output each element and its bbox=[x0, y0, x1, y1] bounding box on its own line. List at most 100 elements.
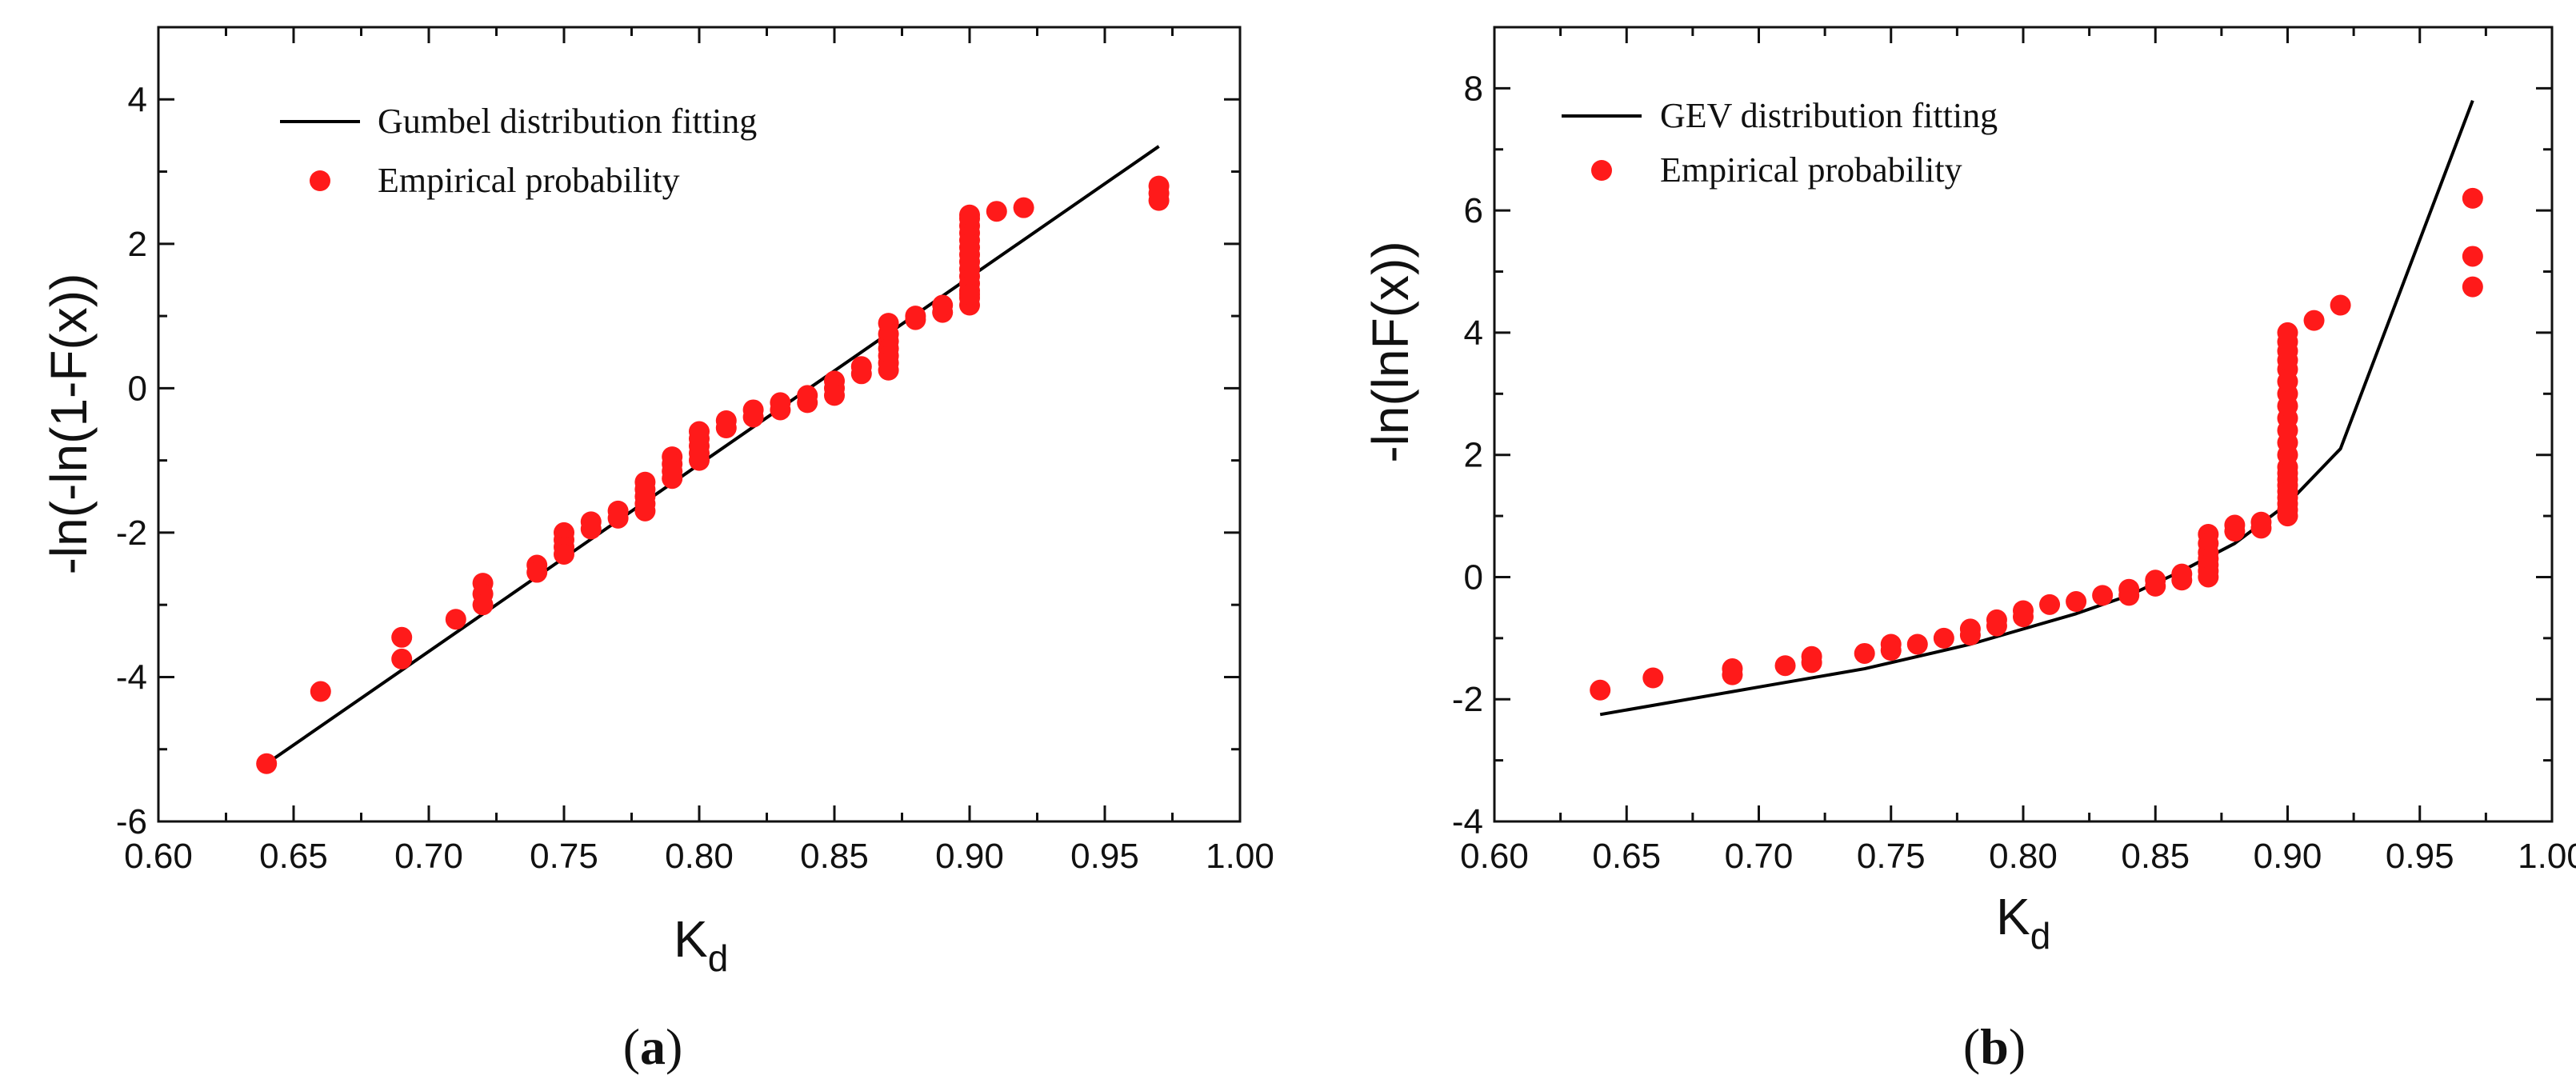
data-point bbox=[256, 753, 278, 774]
legend-point-swatch-b bbox=[1591, 160, 1612, 181]
x-tick-label: 0.70 bbox=[1725, 837, 1794, 876]
y-tick-label: 0 bbox=[1464, 557, 1483, 597]
data-point bbox=[662, 468, 683, 490]
fit-line-group-a bbox=[266, 145, 1160, 765]
panel-label-b: (b) bbox=[1963, 1018, 2026, 1075]
y-tick-label: -2 bbox=[1452, 680, 1483, 719]
legend-point-label-a: Empirical probability bbox=[378, 161, 680, 200]
data-point bbox=[472, 594, 494, 616]
data-point bbox=[959, 204, 980, 226]
y-axis-title-b: -ln(lnF(x)) bbox=[1362, 241, 1419, 462]
x-tick-label: 0.85 bbox=[800, 837, 869, 876]
data-point bbox=[1933, 627, 1954, 649]
data-point bbox=[2277, 322, 2298, 343]
x-tick-labels-b: 0.60 0.65 0.70 0.75 0.80 0.85 0.90 0.95 1.00 bbox=[1460, 837, 2576, 876]
data-point bbox=[2171, 569, 2193, 591]
data-point bbox=[2224, 521, 2246, 542]
data-point bbox=[2066, 591, 2087, 613]
y-tick-label: -4 bbox=[116, 657, 147, 697]
y-axis-title-a: -ln(-ln(1-F(x)) bbox=[40, 274, 98, 575]
data-point bbox=[742, 406, 764, 428]
x-tick-label: 0.80 bbox=[1989, 837, 2058, 876]
data-point bbox=[2198, 566, 2219, 588]
x-tick-label: 0.90 bbox=[2254, 837, 2322, 876]
data-point bbox=[2462, 187, 2483, 209]
data-point bbox=[1590, 679, 1611, 701]
x-tick-label: 0.65 bbox=[1592, 837, 1661, 876]
y-tick-label: -4 bbox=[1452, 802, 1483, 841]
data-point bbox=[2277, 462, 2298, 484]
x-tick-labels-a: 0.60 0.65 0.70 0.75 0.80 0.85 0.90 0.95 1.00 bbox=[124, 837, 1274, 876]
data-point bbox=[824, 385, 845, 406]
fit-line bbox=[266, 145, 1160, 765]
data-point bbox=[932, 294, 954, 316]
data-point bbox=[1642, 667, 1664, 689]
data-point bbox=[689, 450, 710, 471]
x-tick-label: 0.95 bbox=[2386, 837, 2454, 876]
legend-line-label-a: Gumbel distribution fitting bbox=[378, 102, 757, 141]
x-tick-label: 0.85 bbox=[2121, 837, 2190, 876]
legend-b: GEV distribution fitting Empirical proba… bbox=[1562, 96, 1998, 190]
points-group-a bbox=[256, 175, 1170, 774]
fit-line bbox=[1599, 99, 2474, 717]
data-point bbox=[986, 201, 1007, 222]
data-point bbox=[526, 561, 548, 583]
data-point bbox=[1880, 640, 1902, 661]
legend-point-label-b: Empirical probability bbox=[1660, 150, 1962, 190]
panel-a: 0.60 0.65 0.70 0.75 0.80 0.85 0.90 0.95 1.00 -6-… bbox=[40, 26, 1274, 1075]
x-axis-title-sub-a: d bbox=[708, 937, 729, 979]
x-tick-label: 0.95 bbox=[1070, 837, 1139, 876]
x-tick-label: 0.90 bbox=[935, 837, 1004, 876]
tick-marks-a bbox=[157, 27, 1242, 823]
data-point bbox=[1959, 625, 1981, 646]
data-point bbox=[1013, 197, 1034, 218]
y-tick-label: -2 bbox=[116, 514, 147, 553]
data-point bbox=[850, 363, 872, 385]
data-point bbox=[1148, 175, 1170, 197]
x-tick-label: 0.70 bbox=[394, 837, 463, 876]
data-point bbox=[1801, 652, 1822, 673]
data-point bbox=[580, 518, 602, 540]
x-tick-label: 1.00 bbox=[2518, 837, 2576, 876]
tick-marks-b bbox=[1493, 27, 2554, 823]
data-point bbox=[634, 500, 656, 522]
data-point bbox=[1986, 615, 2007, 637]
legend-point-swatch-a bbox=[310, 170, 330, 191]
data-point bbox=[391, 648, 413, 669]
data-point bbox=[2462, 276, 2483, 298]
x-axis-title-main-a: K bbox=[674, 910, 708, 968]
x-tick-label: 0.60 bbox=[124, 837, 193, 876]
y-tick-labels-a: -6 -4 -2 0 2 4 bbox=[116, 80, 147, 841]
data-point bbox=[445, 609, 466, 630]
x-axis-title-sub-b: d bbox=[2030, 915, 2051, 957]
data-point bbox=[905, 309, 926, 330]
x-axis-title-b: Kd bbox=[1996, 888, 2050, 957]
x-tick-label: 0.75 bbox=[1857, 837, 1926, 876]
data-point bbox=[1722, 664, 1743, 685]
y-tick-label: 6 bbox=[1464, 191, 1483, 230]
panel-label-a: (a) bbox=[623, 1018, 683, 1075]
data-point bbox=[2330, 294, 2351, 316]
y-tick-label: -6 bbox=[116, 802, 147, 841]
data-point bbox=[554, 543, 574, 565]
x-axis-title-a: Kd bbox=[674, 910, 728, 979]
data-point bbox=[1774, 655, 1796, 677]
x-tick-label: 1.00 bbox=[1206, 837, 1274, 876]
data-point bbox=[1906, 633, 1928, 655]
data-point bbox=[797, 392, 818, 414]
y-tick-labels-b: -4 -2 0 2 4 6 8 bbox=[1452, 69, 1483, 841]
x-tick-label: 0.80 bbox=[665, 837, 734, 876]
x-axis-title-main-b: K bbox=[1996, 888, 2030, 945]
legend-a: Gumbel distribution fitting Empirical pr… bbox=[280, 102, 757, 200]
y-tick-label: 8 bbox=[1464, 69, 1483, 108]
data-point bbox=[1854, 642, 1875, 664]
panel-b: 0.600.650.700.750.800.850.900.951.00 -4-… bbox=[1362, 26, 2576, 1075]
data-point bbox=[878, 359, 899, 381]
points-group-b bbox=[1590, 187, 2483, 701]
data-point bbox=[770, 399, 791, 421]
data-point bbox=[2039, 593, 2061, 615]
data-point bbox=[2462, 246, 2483, 267]
x-tick-label: 0.75 bbox=[530, 837, 598, 876]
y-tick-label: 4 bbox=[1464, 314, 1483, 353]
